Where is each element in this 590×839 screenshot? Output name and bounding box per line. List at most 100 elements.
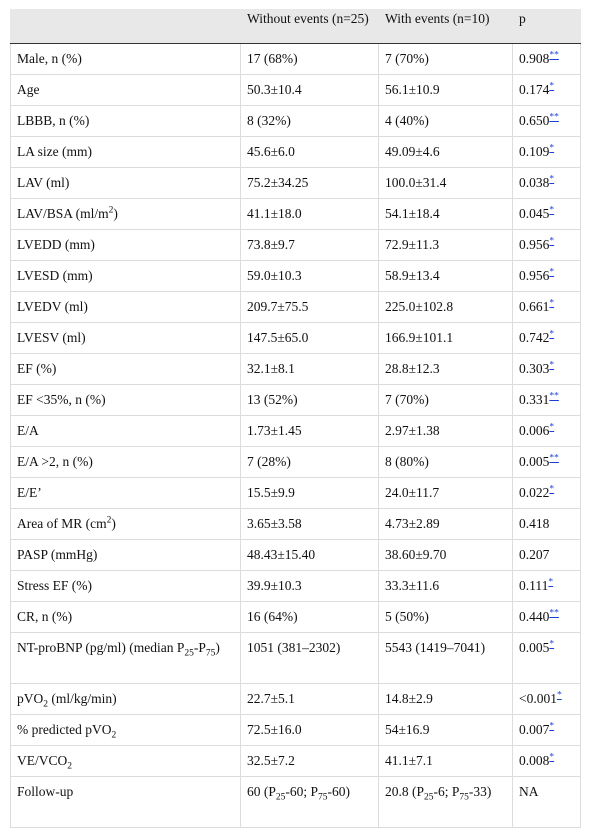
table-cell: VE/VCO2 xyxy=(10,745,241,777)
cell-text: -33) xyxy=(468,784,492,799)
table-cell: 7 (28%) xyxy=(240,446,379,478)
table-cell: 0.006* xyxy=(512,415,581,447)
table-row: NT-proBNP (pg/ml) (median P25-P75) 1051 (… xyxy=(10,632,581,684)
footnote-link[interactable]: * xyxy=(549,360,555,371)
cell-text: 38.60±9.70 xyxy=(385,547,447,562)
table-cell: 0.650** xyxy=(512,105,581,137)
subscript: 2 xyxy=(43,699,48,710)
cell-text: 2.97±1.38 xyxy=(385,423,440,438)
table-cell: 0.303* xyxy=(512,353,581,385)
table-cell: 17 (68%) xyxy=(240,43,379,75)
table-cell: 5 (50%) xyxy=(378,601,513,633)
footnote-link[interactable]: ** xyxy=(549,608,559,619)
table-cell: Area of MR (cm2) xyxy=(10,508,241,540)
table-cell: 0.109* xyxy=(512,136,581,168)
footnote-link[interactable]: * xyxy=(549,143,555,154)
cell-text: E/A xyxy=(17,423,39,438)
table-cell: 4.73±2.89 xyxy=(378,508,513,540)
cell-text: 8 (80%) xyxy=(385,454,429,469)
footnote-link[interactable]: ** xyxy=(549,50,559,61)
table-cell: 2.97±1.38 xyxy=(378,415,513,447)
table-cell: 0.005** xyxy=(512,446,581,478)
cell-text: 0.007 xyxy=(519,722,550,737)
cell-text: VE/VCO xyxy=(17,753,68,768)
footnote-link[interactable]: ** xyxy=(549,453,559,464)
cell-text: ) xyxy=(111,516,116,531)
cell-text: -6; P xyxy=(433,784,460,799)
table-cell: 32.1±8.1 xyxy=(240,353,379,385)
cell-text: 209.7±75.5 xyxy=(247,299,309,314)
footnote-link[interactable]: * xyxy=(549,639,555,650)
table-cell: 0.331** xyxy=(512,384,581,416)
table-cell: 20.8 (P25-6; P75-33) xyxy=(378,776,513,828)
footnote-link[interactable]: * xyxy=(549,236,555,247)
cell-text: (ml/kg/min) xyxy=(48,691,117,706)
footnote-link[interactable]: * xyxy=(548,577,554,588)
footnote-link[interactable]: ** xyxy=(549,391,559,402)
cell-text: ) xyxy=(113,206,118,221)
cell-text: PASP (mmHg) xyxy=(17,547,98,562)
footnote-link[interactable]: * xyxy=(549,484,555,495)
table-cell: 0.005* xyxy=(512,632,581,684)
cell-text: pVO xyxy=(17,691,44,706)
table-cell: 100.0±31.4 xyxy=(378,167,513,199)
table-cell: CR, n (%) xyxy=(10,601,241,633)
footnote-link[interactable]: * xyxy=(549,752,555,763)
cell-text: 0.956 xyxy=(519,268,550,283)
cell-text: 24.0±11.7 xyxy=(385,485,440,500)
cell-text: 41.1±18.0 xyxy=(247,206,302,221)
cell-text: 45.6±6.0 xyxy=(247,144,295,159)
cell-text: LAV/BSA (ml/m xyxy=(17,206,109,221)
subscript: 25 xyxy=(275,792,286,803)
cell-text: -60) xyxy=(327,784,351,799)
table-cell: 0.038* xyxy=(512,167,581,199)
cell-text: 0.742 xyxy=(519,330,550,345)
cell-text: 13 (52%) xyxy=(247,392,298,407)
table-cell: Male, n (%) xyxy=(10,43,241,75)
footnote-link[interactable]: * xyxy=(549,329,555,340)
cell-text: E/A >2, n (%) xyxy=(17,454,93,469)
cell-text: Area of MR (cm xyxy=(17,516,107,531)
cell-text: 0.008 xyxy=(519,753,550,768)
table-row: PASP (mmHg) 48.43±15.40 38.60±9.70 0.207 xyxy=(10,539,581,571)
footnote-link[interactable]: * xyxy=(549,174,555,185)
cell-text: 49.09±4.6 xyxy=(385,144,440,159)
cell-text: 147.5±65.0 xyxy=(247,330,309,345)
footnote-link[interactable]: * xyxy=(549,422,555,433)
footnote-link[interactable]: * xyxy=(557,690,562,701)
cell-text: 0.005 xyxy=(519,454,550,469)
cell-text: CR, n (%) xyxy=(17,609,73,624)
cell-text: -P xyxy=(193,640,206,655)
footnote-link[interactable]: ** xyxy=(549,112,559,123)
footnote-link[interactable]: * xyxy=(549,205,555,216)
cell-text: 0.109 xyxy=(519,144,550,159)
table-cell: 45.6±6.0 xyxy=(240,136,379,168)
cell-text: 54.1±18.4 xyxy=(385,206,440,221)
footnote-link[interactable]: * xyxy=(549,721,555,732)
table-row: Area of MR (cm2) 3.65±3.58 4.73±2.89 0.418 xyxy=(10,508,581,540)
cell-text: ) xyxy=(215,640,220,655)
cell-text: 0.005 xyxy=(519,640,550,655)
table-cell: 73.8±9.7 xyxy=(240,229,379,261)
cell-text: LVESD (mm) xyxy=(17,268,93,283)
table-cell: 166.9±101.1 xyxy=(378,322,513,354)
cell-text: Stress EF (%) xyxy=(17,578,92,593)
table-row: LVEDD (mm) 73.8±9.7 72.9±11.3 0.956* xyxy=(10,229,581,261)
table-cell: EF (%) xyxy=(10,353,241,385)
table-cell: 0.418 xyxy=(512,508,581,540)
table-cell: EF <35%, n (%) xyxy=(10,384,241,416)
table-row: pVO2 (ml/kg/min) 22.7±5.1 14.8±2.9 <0.001* xyxy=(10,683,581,715)
cell-text: 32.1±8.1 xyxy=(247,361,295,376)
cell-text: LVESV (ml) xyxy=(17,330,86,345)
cell-text: 166.9±101.1 xyxy=(385,330,454,345)
cell-text: % predicted pVO xyxy=(17,722,112,737)
footnote-link[interactable]: * xyxy=(549,267,555,278)
footnote-link[interactable]: * xyxy=(549,298,555,309)
cell-text: 5543 (1419–7041) xyxy=(385,640,486,655)
table-cell: 0.007* xyxy=(512,714,581,746)
table-row: LVESV (ml) 147.5±65.0 166.9±101.1 0.742* xyxy=(10,322,581,354)
footnote-link[interactable]: * xyxy=(549,81,555,92)
cell-text: 14.8±2.9 xyxy=(385,691,433,706)
table-cell: NA xyxy=(512,776,581,828)
table-row: LA size (mm) 45.6±6.0 49.09±4.6 0.109* xyxy=(10,136,581,168)
